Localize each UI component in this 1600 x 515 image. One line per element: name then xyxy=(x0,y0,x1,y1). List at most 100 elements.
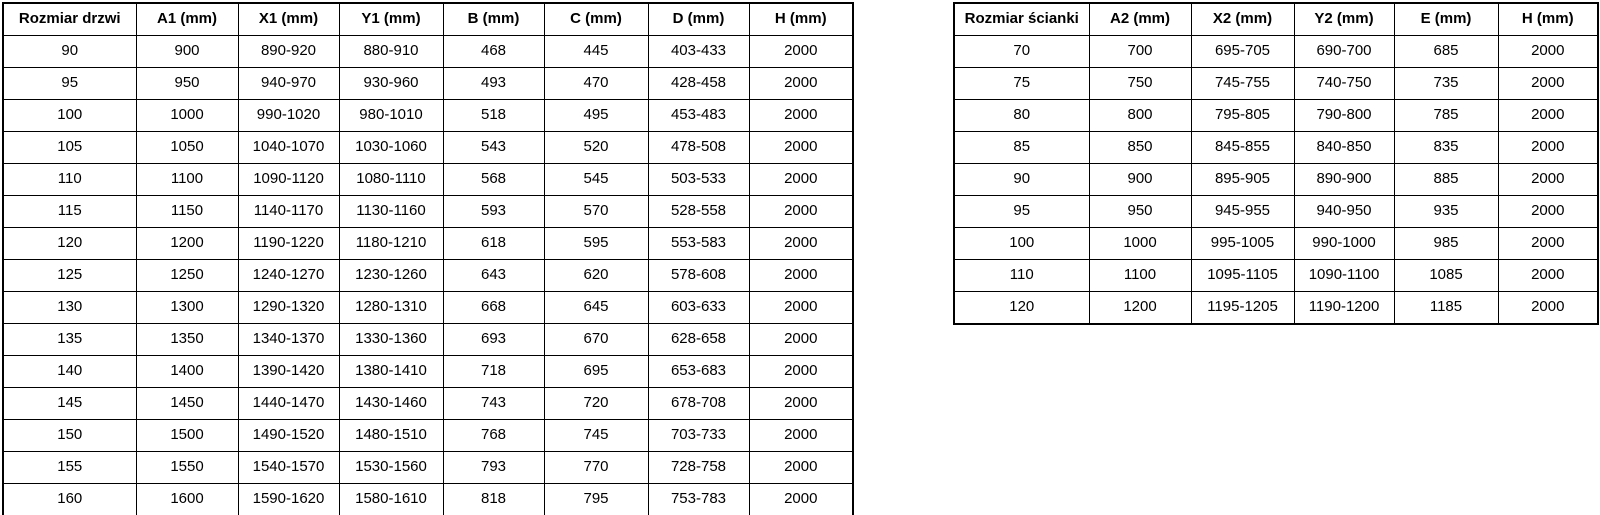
table-cell: 1250 xyxy=(135,259,239,292)
table-cell: 135 xyxy=(2,323,137,356)
table-cell: 1350 xyxy=(135,323,239,356)
table-cell: 1000 xyxy=(135,99,239,132)
table-cell: 2000 xyxy=(1497,35,1599,68)
table-cell: 743 xyxy=(442,387,545,420)
table-cell: 1030-1060 xyxy=(338,131,444,164)
table-cell: 740-750 xyxy=(1293,67,1395,100)
table-cell: 2000 xyxy=(748,99,854,132)
table-cell: 668 xyxy=(442,291,545,324)
table-cell: 1490-1520 xyxy=(237,419,340,452)
table-row: 135 1350 1340-1370 1330-1360 693 670 628-658 20… xyxy=(2,323,854,356)
table-cell: 120 xyxy=(953,291,1090,325)
table-cell: 720 xyxy=(543,387,649,420)
table-row: 105 1050 1040-1070 1030-1060 543 520 478-508 20… xyxy=(2,131,854,164)
table-cell: 1380-1410 xyxy=(338,355,444,388)
table-cell: 2000 xyxy=(748,483,854,515)
table-cell: 645 xyxy=(543,291,649,324)
table-cell: 568 xyxy=(442,163,545,196)
table-cell: 795 xyxy=(543,483,649,515)
table-cell: 90 xyxy=(953,163,1090,196)
table-cell: 800 xyxy=(1088,99,1192,132)
table-cell: 890-900 xyxy=(1293,163,1395,196)
table-cell: 2000 xyxy=(1497,259,1599,292)
table-row: 110 1100 1095-1105 1090-1100 1085 2000 xyxy=(953,259,1599,292)
table-cell: 570 xyxy=(543,195,649,228)
table-cell: 690-700 xyxy=(1293,35,1395,68)
column-header: X1 (mm) xyxy=(237,2,340,36)
table-cell: 95 xyxy=(953,195,1090,228)
table-cell: 1450 xyxy=(135,387,239,420)
table-cell: 1195-1205 xyxy=(1190,291,1295,325)
table-row: 90 900 890-920 880-910 468 445 403-433 2000 xyxy=(2,35,854,68)
table-cell: 1440-1470 xyxy=(237,387,340,420)
table-cell: 750 xyxy=(1088,67,1192,100)
table-row: 125 1250 1240-1270 1230-1260 643 620 578-608 20… xyxy=(2,259,854,292)
table-cell: 628-658 xyxy=(647,323,750,356)
table-cell: 1190-1200 xyxy=(1293,291,1395,325)
table-cell: 150 xyxy=(2,419,137,452)
table-cell: 2000 xyxy=(748,355,854,388)
table-cell: 620 xyxy=(543,259,649,292)
column-header: H (mm) xyxy=(1497,2,1599,36)
column-header: Y1 (mm) xyxy=(338,2,444,36)
table-cell: 795-805 xyxy=(1190,99,1295,132)
table-row: 70 700 695-705 690-700 685 2000 xyxy=(953,35,1599,68)
table-cell: 2000 xyxy=(1497,291,1599,325)
table-cell: 1430-1460 xyxy=(338,387,444,420)
table-cell: 1400 xyxy=(135,355,239,388)
table-cell: 595 xyxy=(543,227,649,260)
table-cell: 900 xyxy=(135,35,239,68)
table-cell: 495 xyxy=(543,99,649,132)
table-row: 120 1200 1190-1220 1180-1210 618 595 553-583 20… xyxy=(2,227,854,260)
table-cell: 110 xyxy=(2,163,137,196)
table-cell: 70 xyxy=(953,35,1090,68)
table-cell: 2000 xyxy=(1497,227,1599,260)
column-header: E (mm) xyxy=(1393,2,1499,36)
table-cell: 980-1010 xyxy=(338,99,444,132)
table-row: 150 1500 1490-1520 1480-1510 768 745 703-733 20… xyxy=(2,419,854,452)
table-cell: 678-708 xyxy=(647,387,750,420)
table-cell: 2000 xyxy=(1497,67,1599,100)
table-cell: 670 xyxy=(543,323,649,356)
table-row: 120 1200 1195-1205 1190-1200 1185 2000 xyxy=(953,291,1599,325)
table-cell: 1480-1510 xyxy=(338,419,444,452)
table-cell: 2000 xyxy=(748,163,854,196)
table-cell: 2000 xyxy=(1497,131,1599,164)
table-cell: 1600 xyxy=(135,483,239,515)
table-row: 155 1550 1540-1570 1530-1560 793 770 728-758 20… xyxy=(2,451,854,484)
table-cell: 2000 xyxy=(748,259,854,292)
wall-size-table: Rozmiar ścianki A2 (mm) X2 (mm) Y2 (mm) E (m… xyxy=(953,2,1599,325)
table-cell: 2000 xyxy=(748,451,854,484)
table-cell: 1590-1620 xyxy=(237,483,340,515)
table-cell: 840-850 xyxy=(1293,131,1395,164)
table-cell: 768 xyxy=(442,419,545,452)
table-cell: 578-608 xyxy=(647,259,750,292)
header-row: Rozmiar ścianki A2 (mm) X2 (mm) Y2 (mm) E (m… xyxy=(953,2,1599,36)
column-header: A2 (mm) xyxy=(1088,2,1192,36)
table-cell: 503-533 xyxy=(647,163,750,196)
table-cell: 1130-1160 xyxy=(338,195,444,228)
table-cell: 2000 xyxy=(748,195,854,228)
table-cell: 835 xyxy=(1393,131,1499,164)
table-cell: 818 xyxy=(442,483,545,515)
table-cell: 845-855 xyxy=(1190,131,1295,164)
table-cell: 125 xyxy=(2,259,137,292)
table-row: 80 800 795-805 790-800 785 2000 xyxy=(953,99,1599,132)
table-cell: 1090-1120 xyxy=(237,163,340,196)
column-header: Rozmiar drzwi xyxy=(2,2,137,36)
table-cell: 945-955 xyxy=(1190,195,1295,228)
table-cell: 1280-1310 xyxy=(338,291,444,324)
table-cell: 700 xyxy=(1088,35,1192,68)
column-header: X2 (mm) xyxy=(1190,2,1295,36)
table-cell: 1540-1570 xyxy=(237,451,340,484)
table-row: 110 1100 1090-1120 1080-1110 568 545 503-533 20… xyxy=(2,163,854,196)
table-cell: 1140-1170 xyxy=(237,195,340,228)
table-cell: 2000 xyxy=(748,67,854,100)
table-cell: 990-1000 xyxy=(1293,227,1395,260)
table-cell: 770 xyxy=(543,451,649,484)
table-cell: 1340-1370 xyxy=(237,323,340,356)
table-cell: 1080-1110 xyxy=(338,163,444,196)
table-cell: 990-1020 xyxy=(237,99,340,132)
table-cell: 950 xyxy=(1088,195,1192,228)
table-cell: 1500 xyxy=(135,419,239,452)
